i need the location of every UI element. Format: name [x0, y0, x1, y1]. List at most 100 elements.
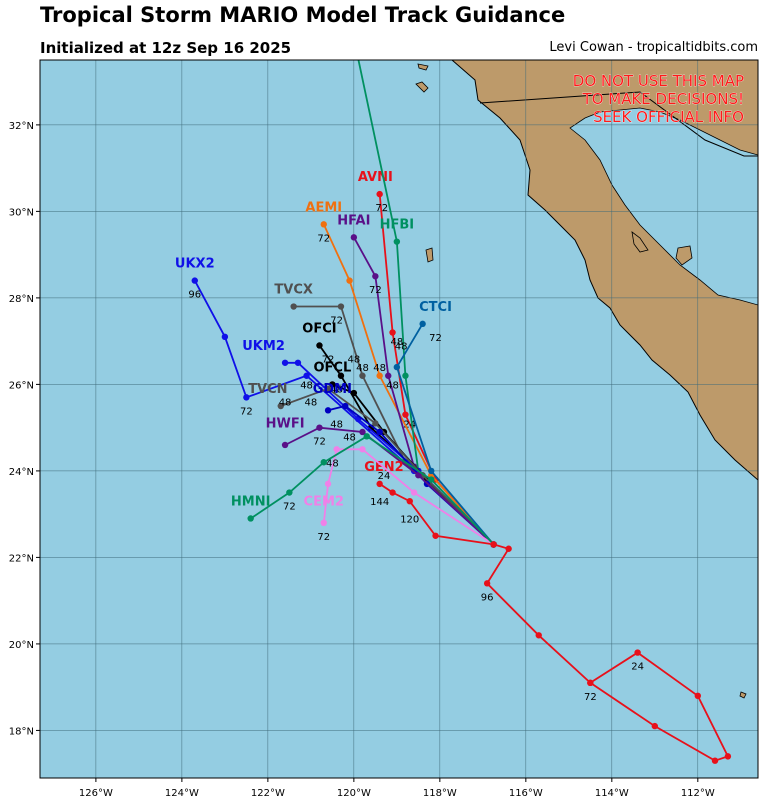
lon-tick-label: 112°W: [681, 788, 715, 799]
warning-line: TO MAKE DECISIONS!: [582, 90, 744, 108]
track-point: [324, 385, 332, 392]
forecast-hour-label: 72: [317, 233, 330, 244]
forecast-hour-label: 48: [390, 337, 403, 348]
model-name-label: OFCI: [302, 321, 336, 336]
track-point: [290, 303, 297, 310]
forecast-hour-label: 48: [395, 341, 408, 352]
track-line: [395, 323, 495, 545]
forecast-hour-label: 48: [279, 398, 292, 409]
island-3: [425, 247, 434, 263]
track-point: [376, 372, 383, 379]
model-name-label: HFAI: [337, 213, 370, 228]
track-point: [324, 480, 332, 488]
track-point: [385, 372, 392, 379]
lat-tick-label: 18°N: [9, 726, 34, 737]
track-point: [372, 420, 379, 427]
forecast-hour-label: 72: [313, 437, 326, 448]
warning-line: DO NOT USE THIS MAP: [573, 72, 744, 90]
credit-text: Levi Cowan - tropicaltidbits.com: [549, 40, 758, 55]
track-point: [320, 221, 327, 228]
track-point: [587, 679, 594, 687]
gulf: [569, 107, 758, 306]
track-point: [346, 277, 353, 284]
forecast-hour-label: 24: [631, 662, 644, 673]
graticule: [40, 60, 758, 778]
track-point: [316, 424, 323, 431]
track-point: [389, 489, 396, 496]
lon-tick-label: 120°W: [337, 788, 371, 799]
track-point: [372, 273, 379, 280]
model-name-label: HFBI: [380, 218, 415, 233]
model-name-label: UKX2: [175, 257, 215, 272]
track-point: [303, 372, 310, 379]
track-point: [428, 476, 435, 483]
model-name-label: GDMI: [313, 382, 352, 397]
model-name-label: AEMI: [305, 200, 342, 215]
forecast-hour-label: 72: [429, 333, 442, 344]
model-name-label: TVCN: [248, 382, 287, 397]
lat-tick-label: 20°N: [9, 640, 34, 651]
track-point: [221, 333, 229, 341]
track-point: [415, 472, 422, 479]
forecast-hour-label: 48: [330, 419, 343, 430]
island-2: [675, 245, 693, 266]
track-point: [651, 722, 659, 730]
lat-tick-label: 32°N: [9, 121, 34, 132]
model-name-label: TVCX: [274, 283, 313, 298]
island-4: [415, 81, 429, 93]
track-point: [342, 402, 349, 410]
forecast-hour-label: 120: [400, 514, 419, 525]
track-point: [359, 372, 366, 379]
page-title: Tropical Storm MARIO Model Track Guidanc…: [40, 3, 566, 27]
track-point: [281, 441, 289, 449]
track-point: [351, 35, 357, 41]
track-point: [389, 329, 396, 336]
track-point: [376, 480, 383, 488]
lon-tick-label: 114°W: [595, 788, 629, 799]
lat-tick-label: 30°N: [9, 207, 34, 218]
track-point: [406, 497, 413, 505]
track-point: [320, 519, 327, 527]
forecast-hour-label: 72: [322, 354, 335, 365]
forecast-hour-label: 48: [373, 363, 386, 374]
forecast-hour-label: 72: [317, 532, 330, 543]
model-name-label: HWFI: [266, 417, 305, 432]
track-point: [376, 428, 383, 436]
lon-tick-label: 124°W: [165, 788, 199, 799]
track-point: [402, 372, 409, 379]
model-name-label: CEM2: [304, 495, 344, 510]
track-point: [711, 757, 719, 764]
track-point: [324, 407, 332, 414]
track-point: [281, 359, 289, 366]
track-point: [350, 234, 358, 241]
track-point: [337, 372, 345, 379]
island-6: [739, 691, 747, 699]
track-point: [428, 467, 435, 475]
island-1: [631, 231, 649, 253]
track-point: [694, 692, 702, 700]
forecast-hour-label: 72: [240, 406, 253, 417]
map-frame: [39, 59, 759, 779]
lat-tick-label: 22°N: [9, 553, 34, 564]
forecast-hour-label: 96: [481, 592, 494, 603]
track-point: [402, 411, 409, 418]
model-name-label: CTCI: [419, 300, 452, 315]
forecast-hour-label: 96: [188, 290, 201, 301]
model-name-label: UKM2: [242, 339, 285, 354]
track-point: [535, 632, 542, 639]
lon-tick-label: 122°W: [251, 788, 285, 799]
track-point: [432, 532, 439, 539]
forecast-hour-label: 72: [369, 285, 382, 296]
forecast-hour-label: 48: [356, 363, 369, 374]
lat-tick-label: 28°N: [9, 294, 34, 305]
forecast-hour-label: 72: [375, 203, 388, 214]
track-point: [333, 446, 340, 453]
track-point: [359, 446, 366, 453]
track-point: [286, 489, 293, 496]
track-point: [419, 320, 426, 328]
model-name-label: HMNI: [231, 495, 271, 510]
model-name-label: OFCL: [313, 360, 351, 375]
track-point: [277, 402, 284, 410]
